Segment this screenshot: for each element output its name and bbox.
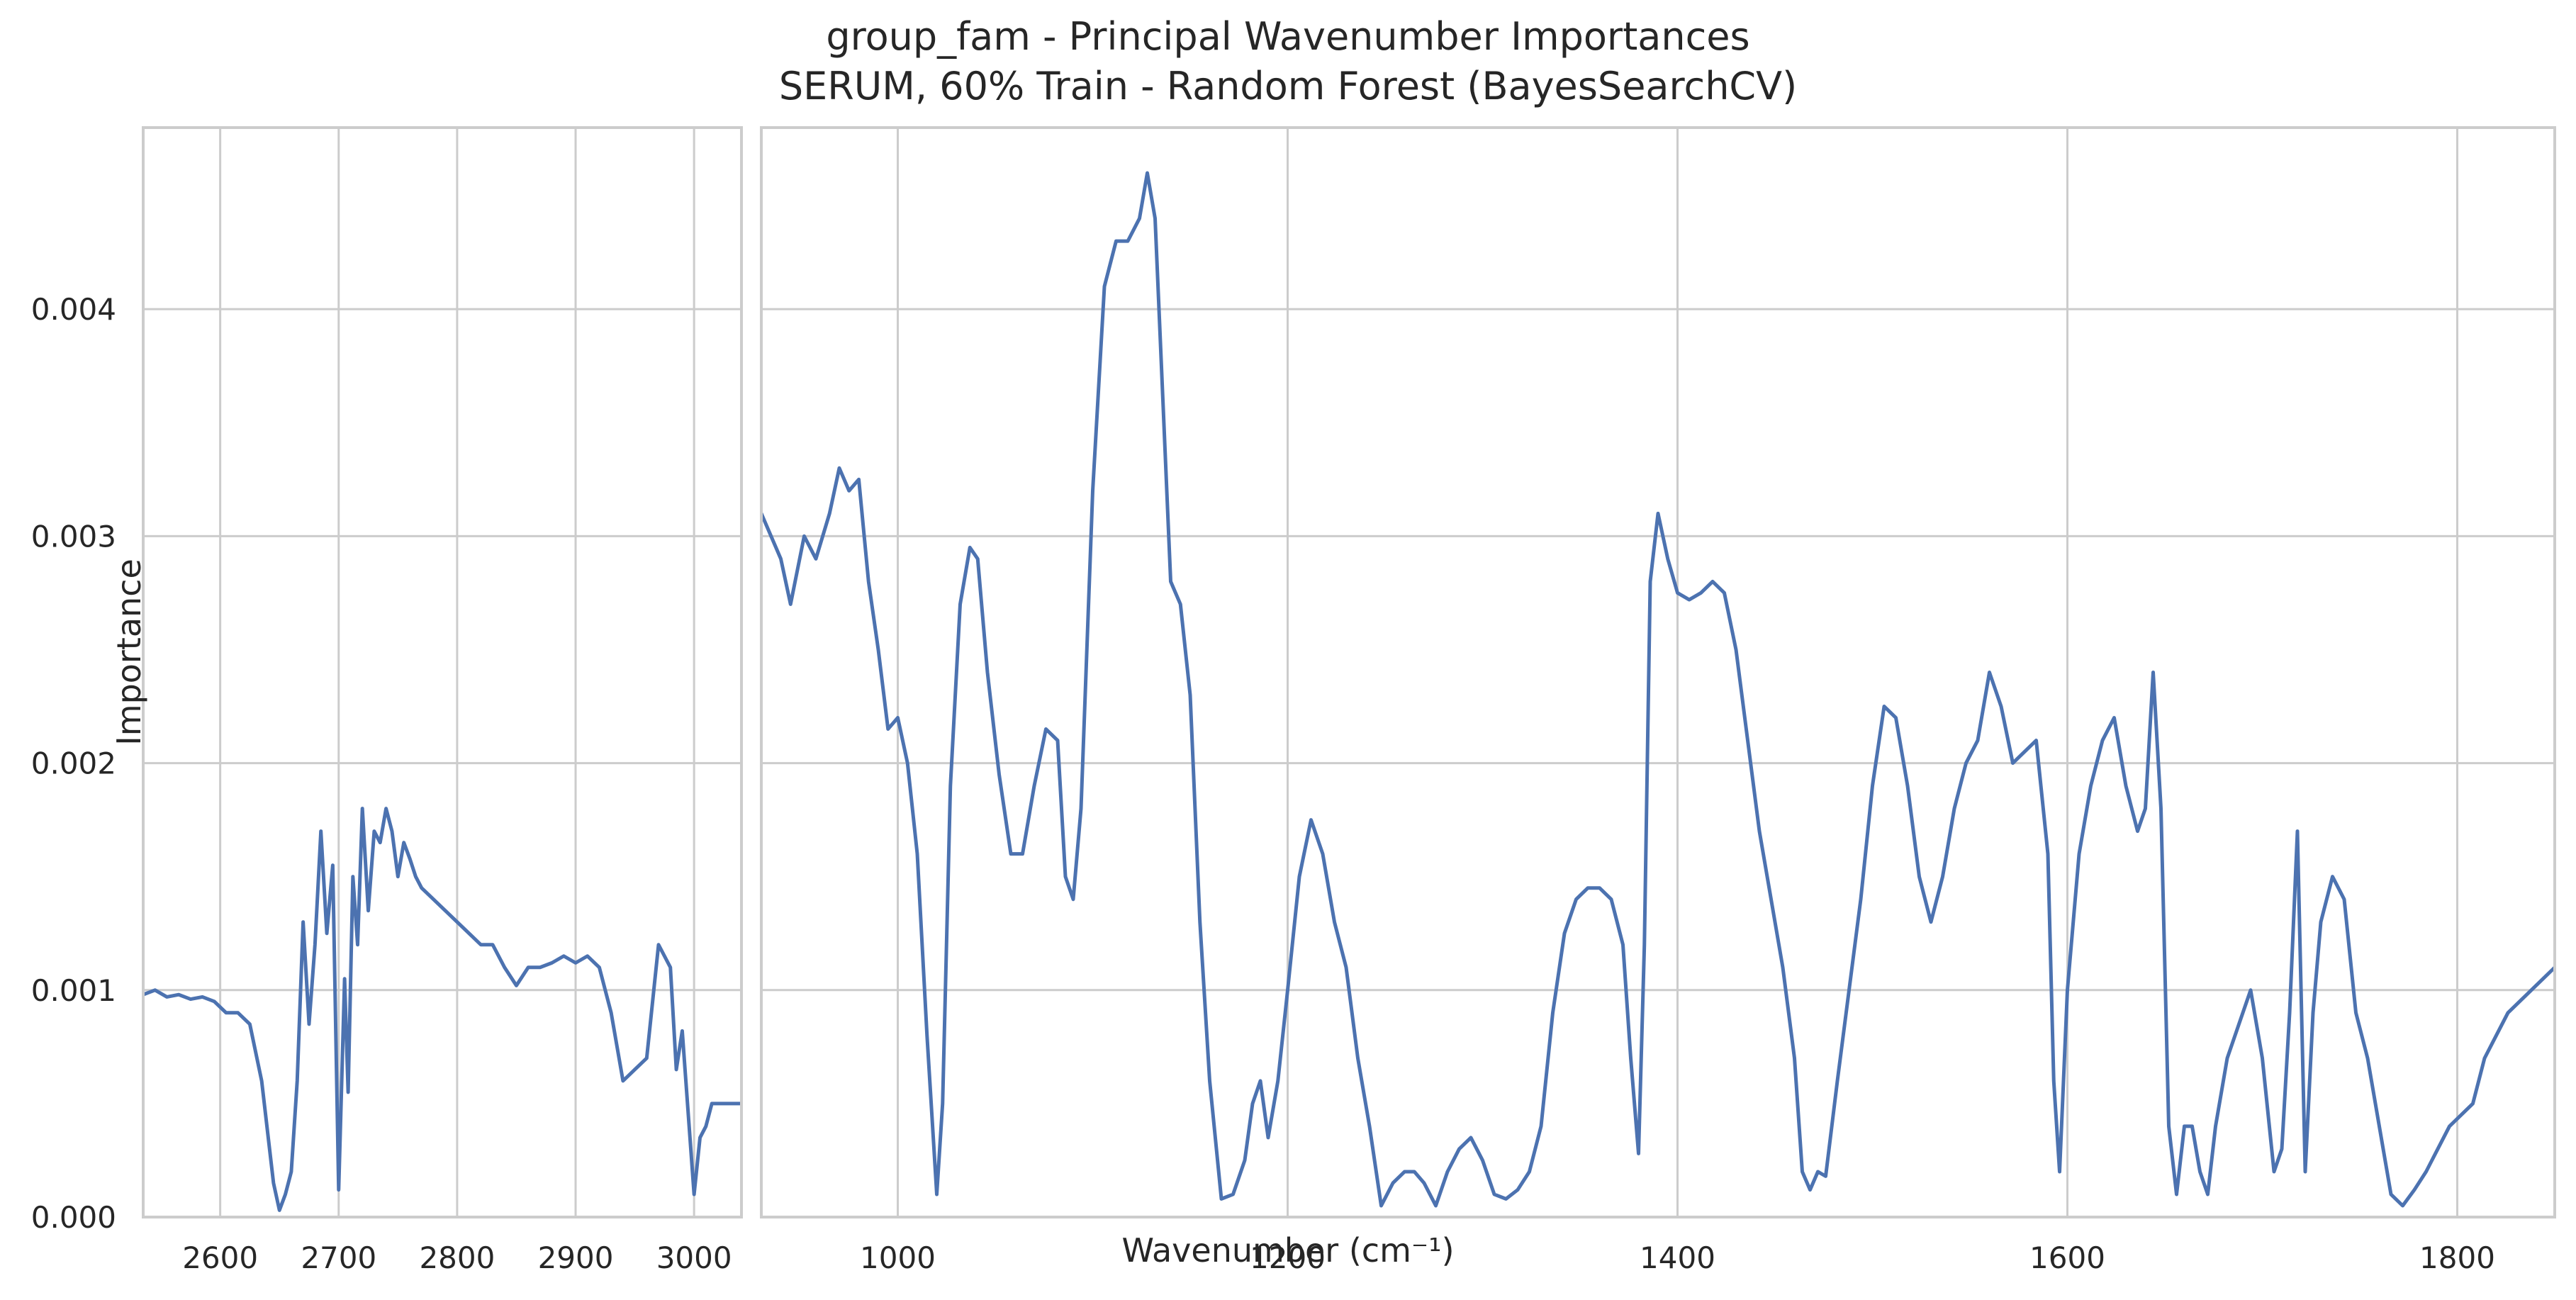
y-tick-label: 0.003 — [31, 519, 116, 554]
series-line — [761, 171, 2555, 1208]
axes-frame — [142, 126, 743, 1218]
y-tick-label: 0.004 — [31, 292, 116, 327]
panel-high-wavenumber: 2600 2700 2800 2900 3000 — [142, 126, 743, 1275]
series-line — [143, 807, 741, 1212]
x-tick-label: 2800 — [419, 1240, 495, 1275]
x-tick-label: 2900 — [538, 1240, 614, 1275]
y-axis-label: Importance — [110, 559, 148, 746]
panel-fingerprint: 1000 1200 1400 1600 1800 — [760, 126, 2556, 1275]
x-tick-label: 2600 — [182, 1240, 258, 1275]
y-axis: 0.000 0.001 0.002 0.003 0.004 — [31, 292, 116, 1235]
x-tick-label: 1400 — [1640, 1240, 1715, 1275]
x-tick-label: 2700 — [301, 1240, 376, 1275]
y-tick-label: 0.001 — [31, 973, 116, 1008]
x-tick-label: 1200 — [1250, 1240, 1326, 1275]
x-tick-label: 1000 — [860, 1240, 936, 1275]
y-tick-label: 0.000 — [31, 1200, 116, 1235]
x-tick-label: 1600 — [2029, 1240, 2105, 1275]
chart-title: group_fam - Principal Wavenumber Importa… — [826, 14, 1749, 59]
x-tick-label: 1800 — [2419, 1240, 2495, 1275]
axes-frame — [760, 126, 2556, 1218]
x-axis-label: Wavenumber (cm⁻¹) — [1121, 1231, 1454, 1270]
chart-subtitle: SERUM, 60% Train - Random Forest (BayesS… — [779, 64, 1797, 108]
y-tick-label: 0.002 — [31, 746, 116, 781]
x-tick-label: 3000 — [656, 1240, 732, 1275]
